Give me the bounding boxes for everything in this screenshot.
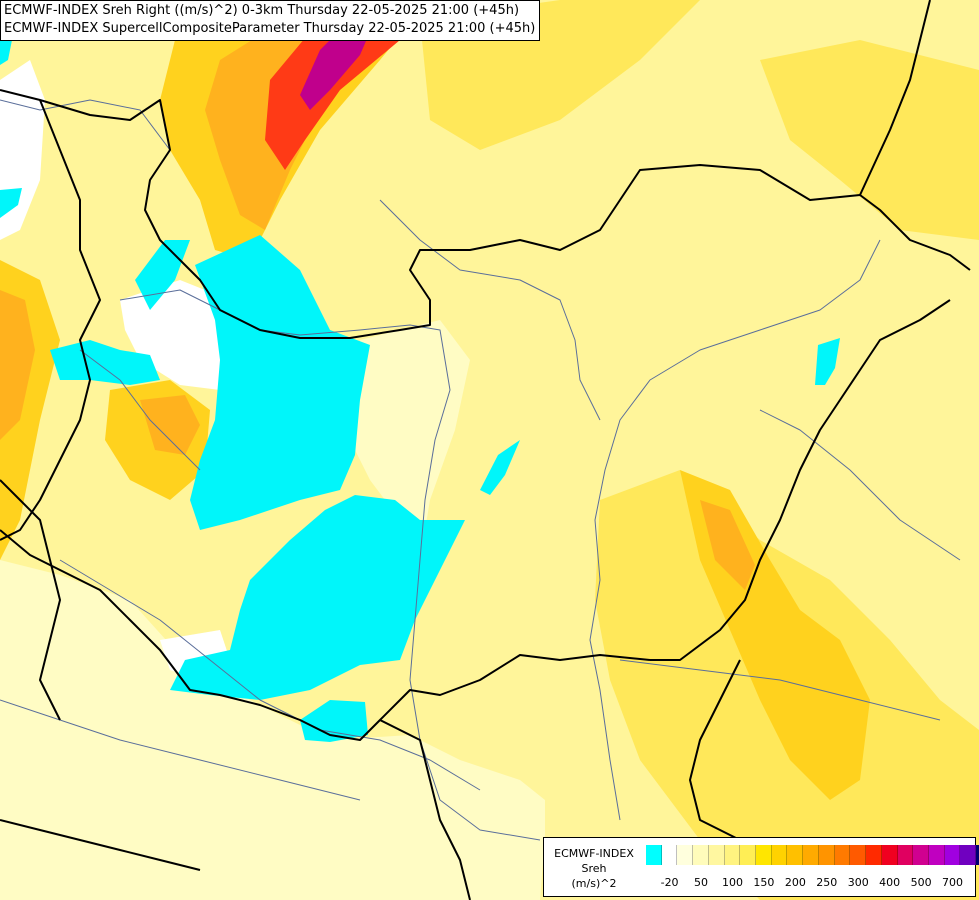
legend-swatch-20	[960, 845, 977, 865]
river-northwest	[0, 99, 171, 151]
legend-swatch-15	[881, 845, 898, 865]
legend-swatch-12	[834, 845, 851, 865]
border-southwest	[0, 819, 201, 871]
field-cyan-central-south	[170, 495, 465, 700]
border-austria	[0, 99, 101, 541]
legend-swatch-11	[818, 845, 835, 865]
river-mures	[619, 659, 941, 721]
header-line-2: ECMWF-INDEX SupercellCompositeParameter …	[4, 21, 536, 36]
river-drava	[59, 559, 481, 791]
legend-swatch-5	[724, 845, 741, 865]
border-south	[379, 719, 471, 900]
field-pale-center	[350, 320, 470, 560]
field-cyan-west-blob	[50, 340, 160, 385]
field-cyan-south-tip	[300, 700, 368, 742]
legend-tick-label: 300	[847, 876, 869, 889]
border-northeast	[859, 0, 931, 196]
legend-swatch-8	[771, 845, 788, 865]
field-magenta-core	[300, 20, 375, 110]
field-cyan-northwest-tip	[0, 188, 22, 218]
header-line-1: ECMWF-INDEX Sreh Right ((m/s)^2) 0-3km T…	[4, 3, 520, 18]
legend-swatch-10	[803, 845, 819, 865]
field-cyan-east-blob	[815, 338, 840, 385]
legend-swatch-14	[866, 845, 882, 865]
map-header: ECMWF-INDEX Sreh Right ((m/s)^2) 0-3km T…	[0, 0, 541, 41]
field-red-band	[265, 0, 420, 170]
legend-swatch-13	[850, 845, 867, 865]
legend-tick-label: 200	[784, 876, 806, 889]
river-raba	[79, 349, 201, 471]
legend-tick-label: 250	[816, 876, 838, 889]
legend-tick-label: 150	[753, 876, 775, 889]
legend-tick-label: 100	[721, 876, 743, 889]
legend-swatch-21	[976, 845, 979, 865]
color-legend: ECMWF-INDEX Sreh (m/s)^2 -20 50 100 150 200 2…	[543, 837, 979, 897]
border-west-inner	[0, 479, 61, 721]
field-cyan-center-east	[480, 440, 520, 495]
field-orange-southeast-core	[700, 500, 755, 590]
legend-swatch-9	[787, 845, 804, 865]
legend-swatch-16	[897, 845, 914, 865]
field-pale-southwest	[0, 560, 545, 900]
legend-tick-label: 500	[910, 876, 932, 889]
legend-swatch-0	[646, 845, 662, 865]
river-tisza	[589, 239, 881, 821]
legend-line-3: (m/s)^2	[571, 877, 617, 890]
river-north	[379, 199, 601, 421]
field-cyan-central-north	[190, 235, 370, 530]
legend-swatch-7	[756, 845, 772, 865]
border-romania	[650, 299, 951, 661]
river-east	[759, 409, 961, 561]
legend-title: ECMWF-INDEX Sreh (m/s)^2	[546, 846, 642, 891]
field-cyan-top-left-tip	[0, 40, 12, 65]
legend-swatch-1	[661, 845, 678, 865]
legend-swatch-2	[677, 845, 694, 865]
legend-swatch-4	[708, 845, 725, 865]
legend-swatches	[646, 845, 979, 865]
legend-tick-label: -20	[660, 876, 679, 889]
field-mid-northeast	[760, 40, 979, 240]
legend-line-1: ECMWF-INDEX	[554, 847, 634, 860]
legend-tick-label: 50	[694, 876, 709, 889]
legend-swatch-19	[944, 845, 961, 865]
legend-swatch-3	[693, 845, 709, 865]
field-orange-west-core	[0, 290, 35, 440]
river-sava	[0, 699, 361, 801]
border-slovakia-north	[0, 89, 971, 339]
legend-tick-labels: -20 50 100 150 200 250 300 400 500 700	[646, 876, 976, 890]
legend-tick-label: 400	[879, 876, 901, 889]
legend-swatch-18	[928, 845, 945, 865]
legend-line-2: Sreh	[581, 862, 607, 875]
legend-swatch-17	[913, 845, 929, 865]
border-serbia	[0, 529, 651, 741]
legend-tick-label: 700	[942, 876, 964, 889]
field-orange-balaton-core	[140, 395, 200, 455]
legend-swatch-6	[740, 845, 757, 865]
